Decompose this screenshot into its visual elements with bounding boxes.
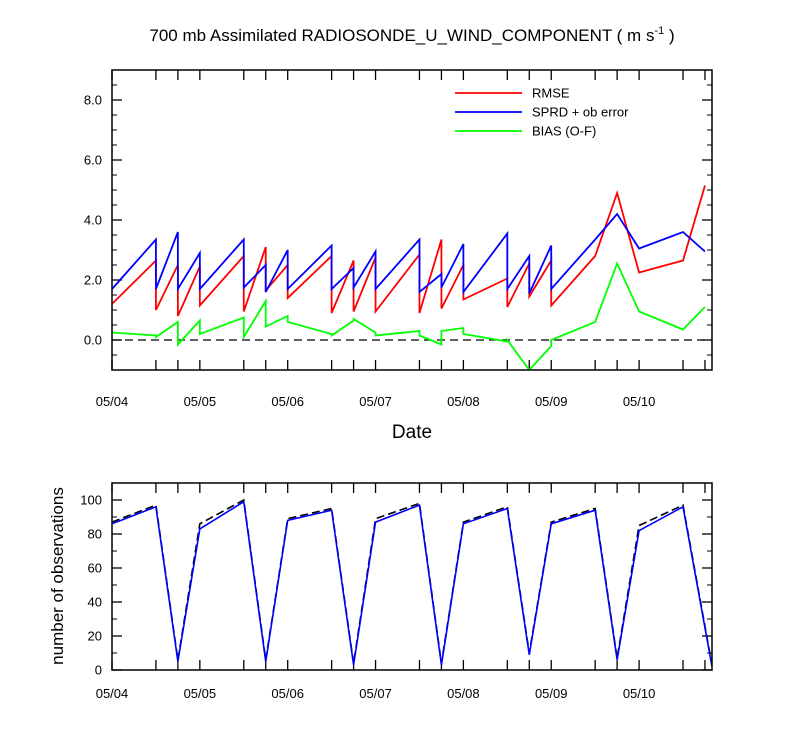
top-y-tick-label: 6.0 xyxy=(84,153,102,168)
bottom-series-lines xyxy=(112,498,712,667)
top-y-tick-label: 0.0 xyxy=(84,333,102,348)
top-series-lines xyxy=(112,185,712,370)
bottom-axis-ticks: 05/04 05/05 05/06 05/07 05/08 05/09 05/10 0 20 40… xyxy=(80,482,712,701)
bottom-x-tick-label: 05/05 xyxy=(184,686,217,701)
legend-label: SPRD + ob error xyxy=(532,105,629,120)
top-y-tick-label: 2.0 xyxy=(84,273,102,288)
top-y-tick-label: 4.0 xyxy=(84,213,102,228)
bottom-y-tick-label: 40 xyxy=(88,595,102,610)
chart-title: 700 mb Assimilated RADIOSONDE_U_WIND_COM… xyxy=(149,25,674,45)
bottom-panel: 05/04 05/05 05/06 05/07 05/08 05/09 05/10 0 20 40… xyxy=(48,482,713,701)
bottom-x-tick-label: 05/08 xyxy=(447,686,480,701)
bottom-x-tick-label: 05/06 xyxy=(271,686,304,701)
obs-line-0 xyxy=(112,498,712,666)
top-x-axis-label: Date xyxy=(392,422,432,443)
top-x-tick-label: 05/05 xyxy=(184,394,217,409)
bottom-y-tick-label: 100 xyxy=(80,493,102,508)
bottom-x-tick-label: 05/10 xyxy=(623,686,656,701)
bottom-x-tick-label: 05/04 xyxy=(96,686,129,701)
bottom-x-tick-label: 05/09 xyxy=(535,686,568,701)
top-x-tick-label: 05/07 xyxy=(359,394,392,409)
top-axis-ticks: 05/04 05/05 05/06 05/07 05/08 05/09 05/10 0.0 2.… xyxy=(84,69,712,409)
bottom-y-tick-label: 80 xyxy=(88,527,102,542)
legend-label: BIAS (O-F) xyxy=(532,124,596,139)
top-x-tick-label: 05/06 xyxy=(271,394,304,409)
top-y-tick-label: 8.0 xyxy=(84,93,102,108)
bottom-x-tick-label: 05/07 xyxy=(359,686,392,701)
top-legend: RMSE SPRD + ob error BIAS (O-F) xyxy=(455,86,629,139)
legend-label: RMSE xyxy=(532,86,570,101)
top-x-tick-label: 05/08 xyxy=(447,394,480,409)
bottom-y-tick-label: 0 xyxy=(95,663,102,678)
bottom-plot-frame xyxy=(111,482,713,671)
top-x-tick-label: 05/09 xyxy=(535,394,568,409)
top-panel: 700 mb Assimilated RADIOSONDE_U_WIND_COM… xyxy=(84,25,713,443)
bottom-y-tick-label: 20 xyxy=(88,629,102,644)
top-x-tick-label: 05/04 xyxy=(96,394,129,409)
bottom-y-axis-label: number of observations xyxy=(48,487,67,665)
series-line-1 xyxy=(112,212,706,295)
top-x-tick-label: 05/10 xyxy=(623,394,656,409)
series-line-2 xyxy=(112,261,706,370)
obs-line-1 xyxy=(112,500,712,667)
bottom-y-tick-label: 60 xyxy=(88,561,102,576)
top-plot-frame xyxy=(111,69,713,371)
